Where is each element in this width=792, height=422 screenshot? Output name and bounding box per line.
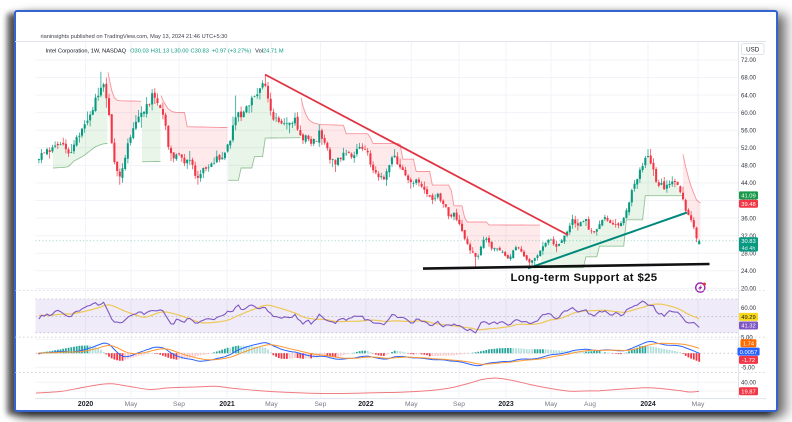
- svg-text:USD: USD: [746, 46, 760, 53]
- svg-text:52.00: 52.00: [741, 146, 757, 152]
- svg-text:39.48: 39.48: [741, 202, 756, 208]
- svg-text:2020: 2020: [78, 401, 93, 408]
- svg-text:56.00: 56.00: [741, 128, 757, 134]
- svg-text:60.00: 60.00: [741, 306, 757, 312]
- svg-text:2021: 2021: [219, 401, 234, 408]
- svg-text:68.00: 68.00: [741, 76, 757, 82]
- svg-text:41.09: 41.09: [741, 194, 756, 200]
- svg-text:64.00: 64.00: [741, 93, 757, 99]
- svg-text:24.00: 24.00: [741, 269, 757, 275]
- svg-text:72.00: 72.00: [741, 58, 757, 64]
- svg-text:rianinsights published on Trad: rianinsights published on TradingView.co…: [41, 34, 228, 40]
- svg-text:1.74: 1.74: [743, 341, 755, 347]
- svg-text:2024: 2024: [640, 401, 655, 408]
- svg-text:May: May: [125, 401, 138, 408]
- svg-text:2022: 2022: [358, 401, 373, 408]
- svg-text:May: May: [692, 401, 705, 408]
- svg-text:Sep: Sep: [314, 401, 326, 408]
- svg-text:5.00: 5.00: [741, 335, 753, 341]
- svg-text:41.32: 41.32: [741, 324, 756, 330]
- svg-text:60.00: 60.00: [741, 111, 757, 117]
- svg-text:-5.00: -5.00: [741, 366, 755, 372]
- svg-text:2023: 2023: [498, 401, 513, 408]
- svg-text:May: May: [405, 401, 418, 408]
- svg-text:36.00: 36.00: [741, 216, 757, 222]
- svg-text:19.87: 19.87: [741, 389, 756, 395]
- svg-text:48.00: 48.00: [741, 164, 757, 170]
- svg-text:0.0057: 0.0057: [740, 350, 758, 356]
- svg-text:May: May: [545, 401, 558, 408]
- svg-text:49.29: 49.29: [741, 315, 756, 321]
- svg-text:May: May: [265, 401, 278, 408]
- svg-text:40.00: 40.00: [741, 381, 757, 387]
- svg-text:30.83: 30.83: [741, 239, 756, 245]
- svg-text:Sep: Sep: [173, 401, 185, 408]
- svg-text:Sep: Sep: [453, 401, 465, 408]
- svg-text:32.00: 32.00: [741, 234, 757, 240]
- svg-text:28.00: 28.00: [741, 251, 757, 257]
- svg-text:4d 4h: 4d 4h: [742, 246, 756, 252]
- svg-text:20.00: 20.00: [741, 287, 757, 293]
- svg-text:Aug: Aug: [584, 401, 596, 408]
- svg-text:44.00: 44.00: [741, 181, 757, 187]
- svg-text:-1.72: -1.72: [742, 358, 755, 364]
- svg-text:Long-term Support at $25: Long-term Support at $25: [511, 272, 658, 284]
